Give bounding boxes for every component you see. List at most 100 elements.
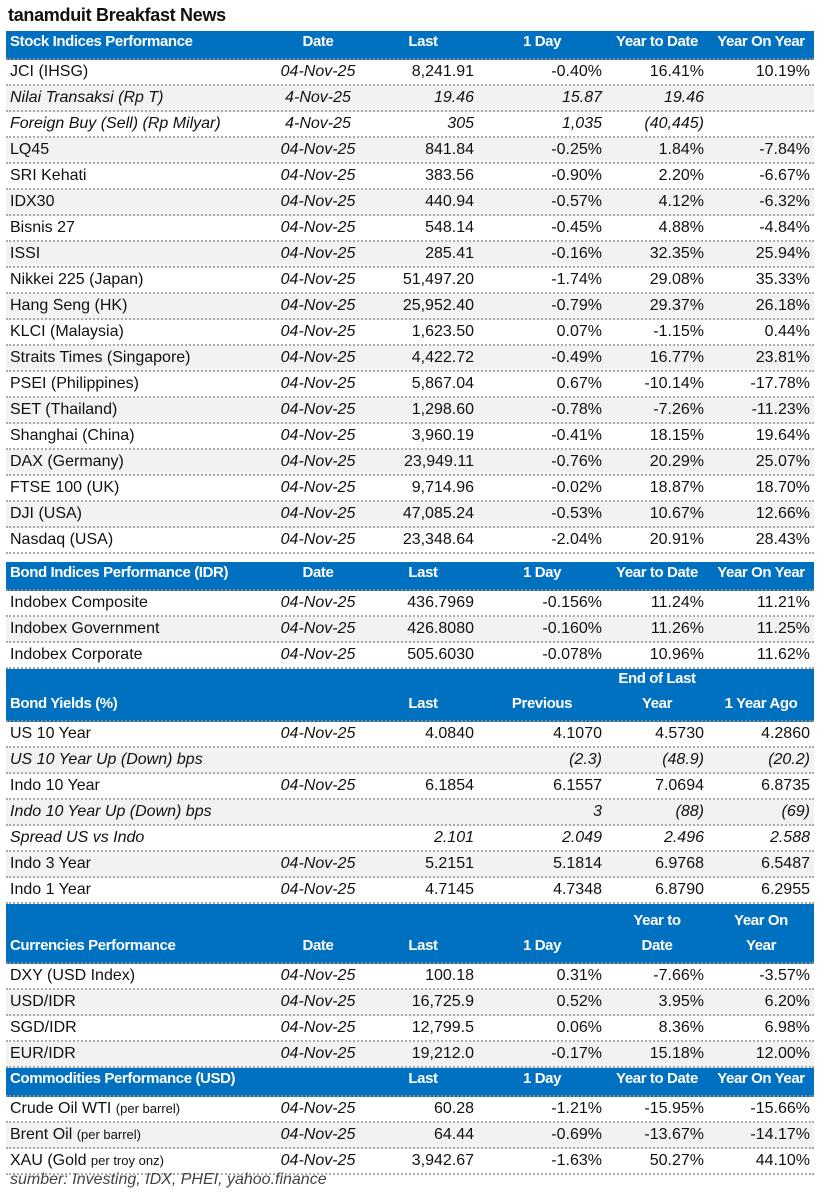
cell-col4: 10.96% xyxy=(606,646,708,664)
cell-col3: -0.53% xyxy=(478,505,606,523)
cell-text: 15.87 xyxy=(561,89,602,106)
cell-text: 04-Nov-25 xyxy=(280,855,356,872)
cell-name: JCI (IHSG) xyxy=(6,63,268,81)
cell-date: 04-Nov-25 xyxy=(268,271,368,289)
cell-text: Nikkei 225 (Japan) xyxy=(10,271,144,288)
table-header: Stock Indices Performance Date Last 1 Day Ye… xyxy=(6,31,814,60)
header-col3: 1 Day xyxy=(522,564,562,581)
cell-name: Indobex Government xyxy=(6,620,268,638)
cell-date: 04-Nov-25 xyxy=(268,1152,368,1170)
cell-name: SET (Thailand) xyxy=(6,401,268,419)
cell-name: Straits Times (Singapore) xyxy=(6,349,268,367)
cell-text: 47,085.24 xyxy=(402,505,474,522)
table-row: LQ45 04-Nov-25 841.84 -0.25% 1.84% -7.84% xyxy=(6,138,814,164)
cell-col5: 23.81% xyxy=(708,349,814,367)
cell-text: 11.25% xyxy=(756,620,810,637)
cell-text: -0.16% xyxy=(551,245,602,262)
cell-last: 64.44 xyxy=(368,1126,478,1144)
cell-text: -0.160% xyxy=(542,620,602,637)
cell-text: -0.69% xyxy=(551,1126,602,1143)
cell-text: 04-Nov-25 xyxy=(280,297,356,314)
cell-text: 04-Nov-25 xyxy=(280,725,356,742)
table-row: Indobex Corporate 04-Nov-25 505.6030 -0.078… xyxy=(6,643,814,669)
cell-col3: -0.69% xyxy=(478,1126,606,1144)
cell-text: 19.46 xyxy=(433,89,474,106)
cell-text: 6.1854 xyxy=(425,777,474,794)
cell-col3: -1.63% xyxy=(478,1152,606,1170)
cell-col5: -7.84% xyxy=(708,141,814,159)
cell-last: 1,298.60 xyxy=(368,401,478,419)
cell-col5: -17.78% xyxy=(708,375,814,393)
table-row: Indobex Composite 04-Nov-25 436.7969 -0.156… xyxy=(6,591,814,617)
cell-col3: 0.52% xyxy=(478,993,606,1011)
cell-col5: 6.5487 xyxy=(708,855,814,873)
table-row: Foreign Buy (Sell) (Rp Milyar) 4-Nov-25 30… xyxy=(6,112,814,138)
cell-col4: 6.9768 xyxy=(606,855,708,873)
cell-col4: 32.35% xyxy=(606,245,708,263)
cell-last: 5,867.04 xyxy=(368,375,478,393)
cell-text: 04-Nov-25 xyxy=(280,1126,356,1143)
cell-date: 04-Nov-25 xyxy=(268,375,368,393)
cell-text: Spread US vs Indo xyxy=(10,829,145,846)
cell-text: 7.0694 xyxy=(655,777,704,794)
cell-text: -6.67% xyxy=(759,167,810,184)
cell-text: (69) xyxy=(781,803,810,820)
cell-text: -1.21% xyxy=(551,1100,602,1117)
cell-date: 04-Nov-25 xyxy=(268,620,368,638)
cell-col3: -0.78% xyxy=(478,401,606,419)
cell-name: PSEI (Philippines) xyxy=(6,375,268,393)
cell-col3: (2.3) xyxy=(478,751,606,769)
cell-text: (88) xyxy=(675,803,704,820)
header-col5: Year On Year xyxy=(717,1070,805,1087)
cell-date: 04-Nov-25 xyxy=(268,219,368,237)
cell-text: 6.8790 xyxy=(655,881,704,898)
cell-text: 0.07% xyxy=(556,323,602,340)
section-bond-indices: Bond Indices Performance (IDR) Date Last 1 … xyxy=(6,554,814,669)
source-note: sumber: Investing, IDX, PHEI, yahoo.fina… xyxy=(10,1171,327,1188)
cell-text: -6.32% xyxy=(759,193,810,210)
table-row: SGD/IDR 04-Nov-25 12,799.5 0.06% 8.36% 6.98% xyxy=(6,1016,814,1042)
cell-text: Nasdaq (USA) xyxy=(10,531,114,548)
table-row: Nikkei 225 (Japan) 04-Nov-25 51,497.20 -1.7… xyxy=(6,268,814,294)
cell-col3: -0.57% xyxy=(478,193,606,211)
cell-text: 6.20% xyxy=(764,993,810,1010)
cell-text: 50.27% xyxy=(649,1152,704,1169)
cell-text: 04-Nov-25 xyxy=(280,1019,356,1036)
cell-name: Spread US vs Indo xyxy=(6,829,268,847)
cell-text: 12.00% xyxy=(755,1045,810,1062)
cell-name: DAX (Germany) xyxy=(6,453,268,471)
section-commodities: Commodities Performance (USD) Last 1 Day Ye… xyxy=(6,1068,814,1175)
cell-text: 29.08% xyxy=(649,271,704,288)
cell-col4: 11.24% xyxy=(606,594,708,612)
cell-text: -0.57% xyxy=(551,193,602,210)
cell-col5: 4.2860 xyxy=(708,725,814,743)
cell-col5: 18.70% xyxy=(708,479,814,497)
cell-text: 436.7969 xyxy=(407,594,474,611)
cell-text: -13.67% xyxy=(644,1126,704,1143)
cell-text: -0.78% xyxy=(551,401,602,418)
cell-text: 18.87% xyxy=(649,479,704,496)
table-row: Hang Seng (HK) 04-Nov-25 25,952.40 -0.79% 29… xyxy=(6,294,814,320)
cell-text: -10.14% xyxy=(644,375,704,392)
header-name: Bond Indices Performance (IDR) xyxy=(10,564,229,581)
cell-text: 04-Nov-25 xyxy=(280,401,356,418)
cell-col3: 0.67% xyxy=(478,375,606,393)
cell-text: 383.56 xyxy=(425,167,474,184)
cell-text: 4.7145 xyxy=(425,881,474,898)
cell-last: 19,212.0 xyxy=(368,1045,478,1063)
table-row: ISSI 04-Nov-25 285.41 -0.16% 32.35% 25.94% xyxy=(6,242,814,268)
cell-text: 04-Nov-25 xyxy=(280,219,356,236)
page-title: tanamduit Breakfast News xyxy=(8,5,226,25)
cell-col4: 20.29% xyxy=(606,453,708,471)
cell-col5: 11.25% xyxy=(708,620,814,638)
cell-last: 3,942.67 xyxy=(368,1152,478,1170)
table-row: Brent Oil (per barrel) 04-Nov-25 64.44 -0.6… xyxy=(6,1123,814,1149)
cell-text: 4.88% xyxy=(658,219,704,236)
cell-date: 04-Nov-25 xyxy=(268,141,368,159)
cell-col4: 16.41% xyxy=(606,63,708,81)
cell-text: 6.8735 xyxy=(761,777,810,794)
cell-col5: (20.2) xyxy=(708,751,814,769)
cell-last: 12,799.5 xyxy=(368,1019,478,1037)
cell-name: US 10 Year xyxy=(6,725,268,743)
cell-text: 18.70% xyxy=(755,479,810,496)
